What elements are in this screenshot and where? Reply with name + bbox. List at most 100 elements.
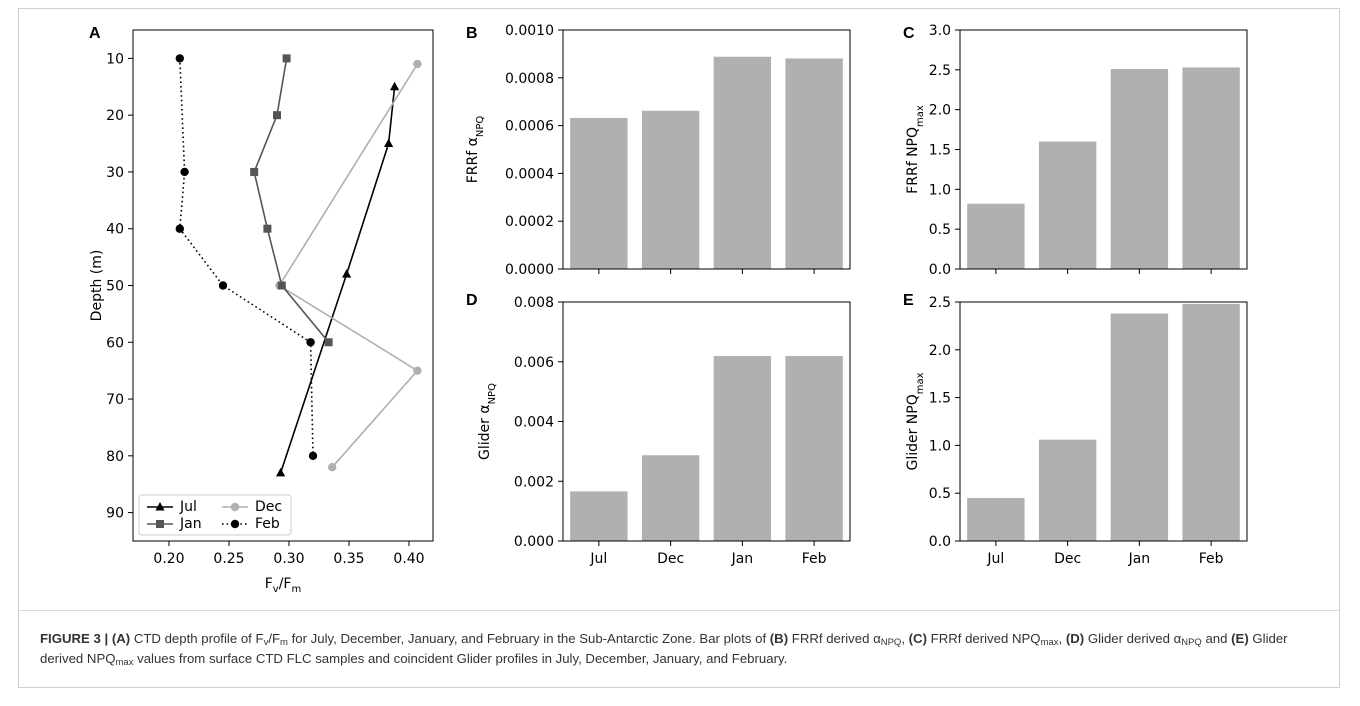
panel-label: B	[466, 25, 478, 42]
caption-panel-ref: (B)	[769, 631, 789, 646]
y-axis-label: Depth (m)	[89, 250, 105, 322]
y-tick-label: 0.0010	[505, 23, 554, 39]
x-tick-label: 0.30	[273, 551, 304, 567]
caption-text: and	[1201, 631, 1232, 646]
bar-jan	[1110, 313, 1169, 541]
x-tick-label: Jul	[986, 551, 1004, 567]
data-point-jan	[250, 167, 259, 176]
bar-jan	[713, 356, 772, 541]
x-tick-label: Feb	[1199, 551, 1224, 567]
caption-subscript: max	[115, 657, 134, 668]
data-point-jan	[324, 338, 333, 347]
caption-text: Glider derived NPQ	[40, 631, 1288, 666]
data-point-jul	[342, 269, 352, 278]
series-jul	[276, 81, 400, 477]
data-point-jan	[277, 281, 286, 290]
legend-label: Jul	[179, 499, 197, 515]
y-tick-label: 70	[106, 392, 124, 408]
data-point-feb	[308, 451, 318, 461]
y-tick-label: 80	[106, 449, 124, 465]
bar-jan	[713, 56, 772, 269]
legend-marker	[230, 519, 240, 529]
data-point-dec	[328, 462, 337, 472]
bar-feb	[785, 356, 843, 541]
caption-subscript: v	[263, 637, 269, 648]
bar-dec	[1038, 141, 1097, 269]
series-line-jul	[279, 86, 396, 474]
panel-d: 0.000 0.002 0.004 0.006 0.008 Jul Dec Jan Feb Gli…	[466, 292, 851, 567]
y-tick-label: 40	[106, 222, 124, 238]
series-line-jan	[253, 58, 330, 343]
legend-label: Dec	[255, 499, 282, 515]
y-axis-label-group: Glider αNPQ	[477, 383, 498, 460]
y-tick-label: 0.5	[929, 222, 951, 238]
caption-text: ,	[901, 631, 909, 646]
caption-text: /F	[268, 631, 281, 646]
y-tick-label: 1.0	[929, 182, 951, 198]
caption-subscript: NPQ	[880, 637, 902, 648]
figure-caption: FIGURE 3 | (A) CTD depth profile of Fv/F…	[40, 629, 1330, 669]
bar-dec	[641, 455, 700, 541]
legend-box	[138, 494, 292, 536]
y-tick-label: 90	[106, 506, 124, 522]
bar-feb	[785, 58, 843, 269]
data-point-dec	[413, 59, 422, 69]
y-tick-label: 2.5	[929, 63, 951, 79]
caption-text: for July, December, January, and Februar…	[287, 631, 770, 646]
data-point-jul	[276, 467, 286, 477]
y-axis-label-group: FRRf NPQmax	[905, 105, 926, 194]
y-tick-label: 0.5	[929, 486, 951, 502]
x-tick-label: Jul	[589, 551, 607, 567]
y-axis-label-group: FRRf αNPQ	[465, 116, 486, 184]
y-tick-label: 0.006	[514, 355, 554, 371]
legend-marker	[230, 502, 240, 512]
y-tick-label: 20	[106, 108, 124, 124]
x-tick-label: 0.35	[333, 551, 364, 567]
legend-marker	[155, 502, 165, 511]
y-tick-label: 50	[106, 279, 124, 295]
data-point-feb	[175, 224, 184, 233]
data-point-feb	[175, 54, 184, 63]
data-point-jul	[390, 81, 400, 91]
series-line-dec	[278, 63, 419, 468]
caption-subscript: NPQ	[1181, 637, 1202, 648]
y-tick-label: 3.0	[929, 23, 951, 39]
x-tick-label: Dec	[657, 551, 684, 567]
panel-label: E	[903, 292, 914, 309]
plot-frame	[562, 29, 851, 270]
y-tick-label: 1.5	[929, 143, 951, 159]
x-tick-label: 0.25	[213, 551, 244, 567]
plot-frame	[959, 301, 1248, 542]
plot-frame	[132, 29, 434, 542]
y-tick-label: 0.0002	[505, 214, 554, 230]
y-tick-label: 1.5	[929, 391, 951, 407]
bar-jul	[570, 491, 628, 541]
data-point-feb	[180, 167, 189, 177]
data-point-dec	[413, 366, 422, 375]
series-line-feb	[178, 58, 314, 456]
bar-jul	[967, 497, 1025, 541]
caption-subscript: max	[1040, 637, 1059, 648]
data-point-feb	[218, 281, 228, 290]
legend-label: Jan	[179, 516, 202, 532]
x-tick-label: 0.20	[153, 551, 184, 567]
caption-text: FRRf derived NPQ	[926, 631, 1041, 646]
bar-jul	[570, 117, 628, 270]
series-feb	[175, 54, 318, 461]
x-tick-label: Dec	[1054, 551, 1081, 567]
x-tick-label: 0.40	[393, 551, 424, 567]
caption-figure-label: FIGURE 3 | (A)	[40, 631, 131, 646]
x-tick-label: Jan	[1128, 551, 1151, 567]
y-tick-label: 2.5	[929, 295, 951, 311]
y-tick-label: 30	[106, 165, 124, 181]
y-tick-label: 60	[106, 335, 124, 351]
panel-label: A	[89, 25, 101, 42]
x-tick-label: Feb	[802, 551, 827, 567]
data-point-feb	[306, 338, 315, 347]
y-axis-label: Glider NPQmax	[905, 372, 926, 470]
y-tick-label: 1.0	[929, 438, 951, 454]
series-dec	[275, 59, 422, 472]
caption-panel-ref: (C)	[908, 631, 927, 646]
y-tick-label: 0.0006	[505, 119, 554, 135]
